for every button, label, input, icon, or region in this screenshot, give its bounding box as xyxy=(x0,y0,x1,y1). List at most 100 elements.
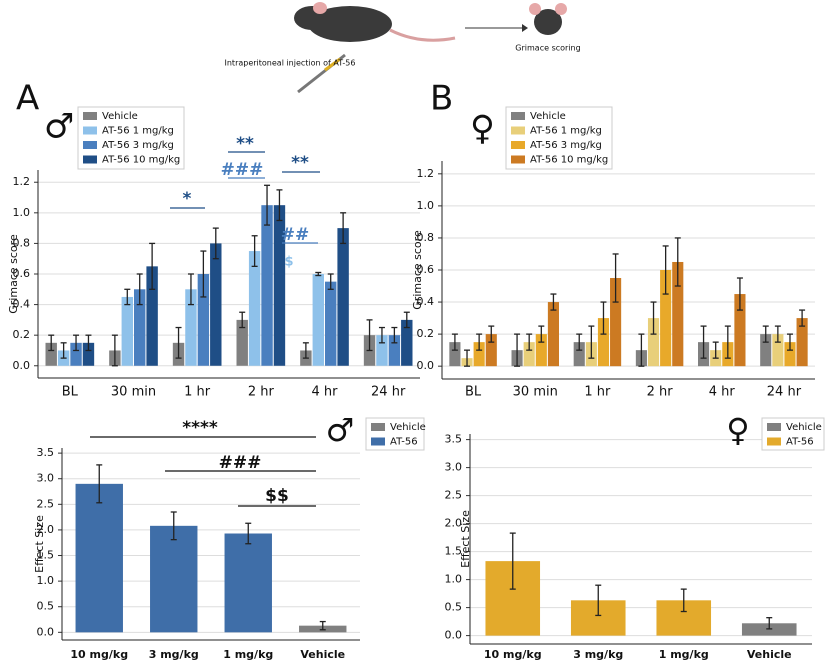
error-bar xyxy=(239,311,246,329)
error-bar xyxy=(60,342,67,359)
legend-swatch xyxy=(511,112,525,120)
scoring-label: Grimace scoring xyxy=(515,44,580,53)
y-axis-label: Grimace score xyxy=(7,234,20,314)
y-tick-label: 3.0 xyxy=(445,461,463,474)
legend-label: AT-56 10 mg/kg xyxy=(530,155,608,166)
bar xyxy=(185,289,197,366)
annotation: ### xyxy=(221,160,264,180)
error-bar xyxy=(327,273,334,290)
x-tick-label: 1 hr xyxy=(184,385,211,400)
x-tick-label: 1 hr xyxy=(584,385,611,400)
error-bar xyxy=(175,326,182,359)
y-axis-label: Effect Size xyxy=(459,510,472,568)
x-tick-label: 1 mg/kg xyxy=(659,648,709,661)
error-bar xyxy=(576,333,583,351)
y-tick-label: 3.5 xyxy=(37,446,55,459)
bar xyxy=(784,342,796,367)
error-bar xyxy=(403,311,410,329)
y-tick-label: 2.0 xyxy=(445,517,463,530)
legend-swatch xyxy=(511,141,525,149)
legend-swatch xyxy=(371,423,385,431)
error-bar xyxy=(674,237,681,287)
error-bar xyxy=(251,235,258,268)
x-tick-label: 30 min xyxy=(111,385,156,400)
error-bar xyxy=(712,341,719,359)
x-tick-label: Vehicle xyxy=(300,648,345,661)
error-bar xyxy=(762,325,769,343)
legend-label: Vehicle xyxy=(786,422,822,433)
sex-symbol: ♀ xyxy=(726,411,749,449)
error-bar xyxy=(111,334,118,367)
error-bar xyxy=(514,333,521,367)
bar xyxy=(134,289,146,366)
error-bar xyxy=(464,349,471,367)
bar xyxy=(45,342,57,366)
x-tick-label: BL xyxy=(62,385,79,400)
x-tick-label: 4 hr xyxy=(709,385,736,400)
y-tick-label: 1.0 xyxy=(13,206,31,219)
y-tick-label: 0.6 xyxy=(417,263,435,276)
error-bar xyxy=(73,334,80,352)
error-bar xyxy=(136,273,143,306)
y-tick-label: 0.0 xyxy=(445,629,463,642)
error-bar xyxy=(774,325,781,343)
bar xyxy=(75,483,123,633)
x-tick-label: 10 mg/kg xyxy=(484,648,542,661)
y-tick-label: 0.0 xyxy=(13,359,31,372)
error-bar xyxy=(378,326,385,344)
error-bar xyxy=(509,532,516,590)
error-bar xyxy=(476,333,483,351)
x-tick-label: 1 mg/kg xyxy=(223,648,273,661)
error-bar xyxy=(799,309,806,327)
bar xyxy=(376,335,388,366)
x-tick-label: Vehicle xyxy=(747,648,792,661)
y-tick-label: 1.5 xyxy=(37,549,55,562)
error-bar xyxy=(650,301,657,335)
bar xyxy=(121,296,133,366)
legend-label: Vehicle xyxy=(390,422,426,433)
error-bar xyxy=(302,342,309,359)
annotation: $$ xyxy=(265,486,289,506)
bar xyxy=(772,334,784,367)
bar xyxy=(146,266,158,366)
error-bar xyxy=(264,184,271,226)
bar xyxy=(573,342,585,367)
legend-label: AT-56 xyxy=(786,437,814,448)
error-bar xyxy=(680,588,687,613)
legend-swatch xyxy=(767,437,781,446)
error-bar xyxy=(612,253,619,303)
bar xyxy=(796,318,808,367)
bar xyxy=(325,281,337,366)
y-tick-label: 0.0 xyxy=(417,359,435,372)
y-tick-label: 2.5 xyxy=(37,497,55,510)
y-tick-label: 1.5 xyxy=(445,545,463,558)
y-axis-label: Grimace score xyxy=(411,230,424,310)
error-bar xyxy=(526,333,533,351)
error-bar xyxy=(48,334,55,352)
annotation: ### xyxy=(219,453,262,473)
error-bar xyxy=(149,242,156,290)
error-bar xyxy=(170,511,177,541)
error-bar xyxy=(212,227,219,260)
y-tick-label: 2.5 xyxy=(445,489,463,502)
legend-swatch xyxy=(371,437,385,446)
bar xyxy=(388,335,401,366)
annotation: **** xyxy=(182,418,218,438)
y-tick-label: 2.0 xyxy=(37,523,55,536)
error-bar xyxy=(391,326,398,344)
bar xyxy=(337,228,349,366)
error-bar xyxy=(340,212,347,245)
legend-swatch xyxy=(83,126,97,135)
y-tick-label: 3.0 xyxy=(37,472,55,485)
y-tick-label: 3.5 xyxy=(445,433,463,446)
bar xyxy=(760,334,772,367)
error-bar xyxy=(124,288,131,306)
x-tick-label: 3 mg/kg xyxy=(149,648,199,661)
legend-swatch xyxy=(83,141,97,149)
panel-letter: A xyxy=(16,79,39,119)
y-tick-label: 0.6 xyxy=(13,267,31,280)
x-tick-label: 30 min xyxy=(513,385,558,400)
bar xyxy=(197,274,210,366)
y-axis-label: Effect Size xyxy=(33,515,46,573)
